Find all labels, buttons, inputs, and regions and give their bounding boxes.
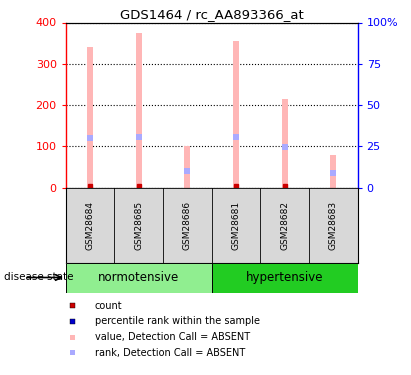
- Text: count: count: [95, 301, 122, 310]
- Text: GSM28686: GSM28686: [183, 200, 192, 250]
- Bar: [136, 33, 142, 188]
- Bar: [66, 262, 212, 292]
- Text: normotensive: normotensive: [98, 271, 179, 284]
- Text: GSM28683: GSM28683: [329, 200, 338, 250]
- Bar: [185, 146, 190, 188]
- Bar: [87, 47, 93, 188]
- Text: percentile rank within the sample: percentile rank within the sample: [95, 316, 259, 326]
- Bar: [212, 262, 358, 292]
- Text: rank, Detection Call = ABSENT: rank, Detection Call = ABSENT: [95, 348, 245, 358]
- Text: GSM28684: GSM28684: [85, 201, 95, 249]
- Text: GSM28681: GSM28681: [231, 200, 240, 250]
- Text: GSM28685: GSM28685: [134, 200, 143, 250]
- Bar: [282, 99, 288, 188]
- Text: disease state: disease state: [4, 273, 74, 282]
- Title: GDS1464 / rc_AA893366_at: GDS1464 / rc_AA893366_at: [120, 8, 304, 21]
- Bar: [233, 41, 239, 188]
- Text: GSM28682: GSM28682: [280, 201, 289, 249]
- Text: value, Detection Call = ABSENT: value, Detection Call = ABSENT: [95, 332, 249, 342]
- Bar: [330, 154, 336, 188]
- Text: hypertensive: hypertensive: [246, 271, 323, 284]
